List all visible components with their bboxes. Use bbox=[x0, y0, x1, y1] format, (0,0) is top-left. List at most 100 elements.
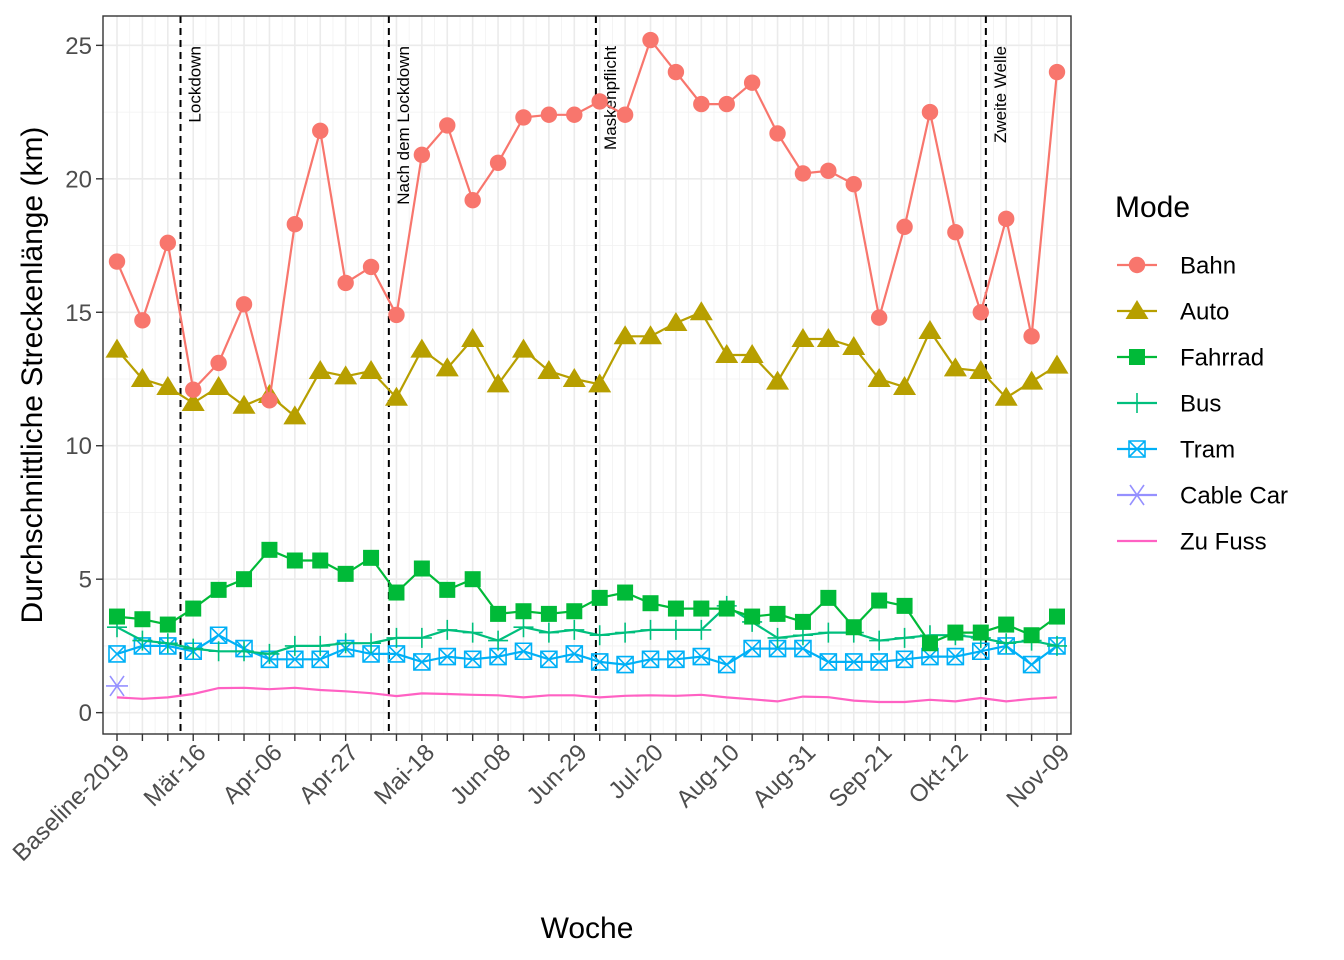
data-point bbox=[794, 165, 812, 182]
data-point bbox=[820, 162, 837, 180]
series-cable-car bbox=[106, 675, 128, 697]
y-tick-label: 20 bbox=[65, 166, 92, 193]
y-tick-label: 5 bbox=[79, 567, 92, 594]
data-point bbox=[667, 650, 685, 669]
data-point bbox=[109, 608, 125, 625]
event-label: Lockdown bbox=[186, 46, 205, 123]
data-point bbox=[947, 624, 964, 641]
data-point bbox=[566, 106, 583, 123]
data-point bbox=[335, 633, 356, 654]
data-point bbox=[362, 258, 380, 276]
data-point bbox=[259, 643, 280, 664]
legend-item: Cable Car bbox=[1117, 483, 1288, 510]
y-axis: 0 5 10 15 20 25 bbox=[65, 33, 103, 727]
y-axis-title: Durchschnittliche Streckenlänge (km) bbox=[16, 127, 49, 624]
data-point bbox=[613, 325, 637, 345]
data-point bbox=[511, 338, 535, 358]
data-point bbox=[642, 595, 659, 612]
data-point bbox=[359, 359, 383, 379]
x-tick-label: Sep-21 bbox=[824, 739, 898, 813]
data-point bbox=[1047, 635, 1067, 656]
data-point bbox=[489, 154, 507, 172]
data-point bbox=[819, 653, 838, 671]
data-point bbox=[286, 215, 304, 233]
data-point bbox=[893, 376, 917, 396]
data-point bbox=[413, 146, 431, 163]
legend-label: Bus bbox=[1180, 391, 1221, 418]
data-point bbox=[284, 635, 305, 656]
legend-item: Bus bbox=[1117, 391, 1221, 418]
legend-item: Zu Fuss bbox=[1117, 529, 1267, 556]
data-point bbox=[540, 605, 557, 622]
data-point bbox=[286, 650, 304, 669]
data-point bbox=[997, 210, 1015, 228]
data-point bbox=[639, 325, 663, 345]
data-point bbox=[130, 368, 154, 388]
data-point bbox=[311, 650, 330, 669]
data-point bbox=[767, 627, 788, 648]
data-point bbox=[1049, 608, 1065, 625]
data-point bbox=[894, 627, 915, 648]
data-point bbox=[918, 319, 942, 339]
data-point bbox=[715, 343, 739, 363]
data-point bbox=[540, 106, 558, 123]
legend-label: Fahrrad bbox=[1180, 345, 1264, 372]
data-point bbox=[769, 605, 786, 622]
data-point bbox=[207, 376, 231, 396]
legend: Mode Bahn Auto Fahrrad Bus Tram Cable Car Zu F… bbox=[1115, 191, 1288, 556]
event-lines: Lockdown Nach dem Lockdown Maskenpflicht Zw… bbox=[179, 16, 1010, 734]
data-point bbox=[286, 552, 303, 569]
data-point bbox=[996, 633, 1017, 654]
data-point bbox=[1022, 655, 1041, 674]
data-point bbox=[588, 373, 612, 393]
data-point bbox=[261, 392, 278, 409]
data-point bbox=[664, 311, 688, 331]
data-point bbox=[183, 638, 204, 659]
data-point bbox=[513, 617, 534, 638]
data-point bbox=[591, 589, 608, 606]
data-point bbox=[791, 327, 815, 347]
data-point bbox=[1125, 300, 1149, 319]
x-tick-label: Baseline-2019 bbox=[8, 739, 136, 867]
data-point bbox=[438, 647, 457, 666]
event-label: Zweite Welle bbox=[991, 46, 1010, 143]
data-point bbox=[388, 584, 405, 601]
data-point bbox=[743, 639, 761, 658]
data-point bbox=[842, 335, 866, 355]
data-point bbox=[515, 603, 532, 620]
data-point bbox=[334, 365, 358, 385]
data-point bbox=[210, 581, 227, 598]
data-point bbox=[283, 405, 307, 425]
data-point bbox=[718, 95, 735, 113]
data-point bbox=[106, 675, 128, 697]
data-point bbox=[816, 327, 840, 347]
series-layer bbox=[105, 31, 1069, 704]
data-point bbox=[261, 541, 278, 558]
data-point bbox=[515, 109, 532, 126]
data-point bbox=[488, 630, 509, 651]
x-tick-label: Jul-20 bbox=[603, 739, 668, 804]
event-label: Nach dem Lockdown bbox=[394, 46, 413, 205]
data-point bbox=[743, 74, 761, 91]
data-point bbox=[1129, 349, 1145, 365]
x-tick-label: Aug-10 bbox=[671, 739, 745, 813]
x-axis-title: Woche bbox=[541, 912, 634, 945]
data-point bbox=[692, 647, 711, 666]
data-point bbox=[1126, 484, 1148, 506]
data-point bbox=[386, 627, 407, 648]
series-bahn bbox=[108, 31, 1066, 409]
data-point bbox=[159, 616, 176, 633]
data-point bbox=[642, 31, 659, 49]
data-point bbox=[490, 605, 507, 622]
data-point bbox=[564, 619, 585, 640]
data-point bbox=[616, 655, 634, 674]
data-point bbox=[108, 645, 126, 663]
data-point bbox=[235, 296, 253, 313]
data-point bbox=[108, 253, 126, 270]
data-point bbox=[363, 549, 380, 566]
data-point bbox=[1020, 370, 1044, 390]
data-point bbox=[464, 571, 481, 588]
legend-title: Mode bbox=[1115, 191, 1190, 224]
data-point bbox=[157, 633, 178, 654]
y-tick-label: 0 bbox=[79, 700, 92, 727]
